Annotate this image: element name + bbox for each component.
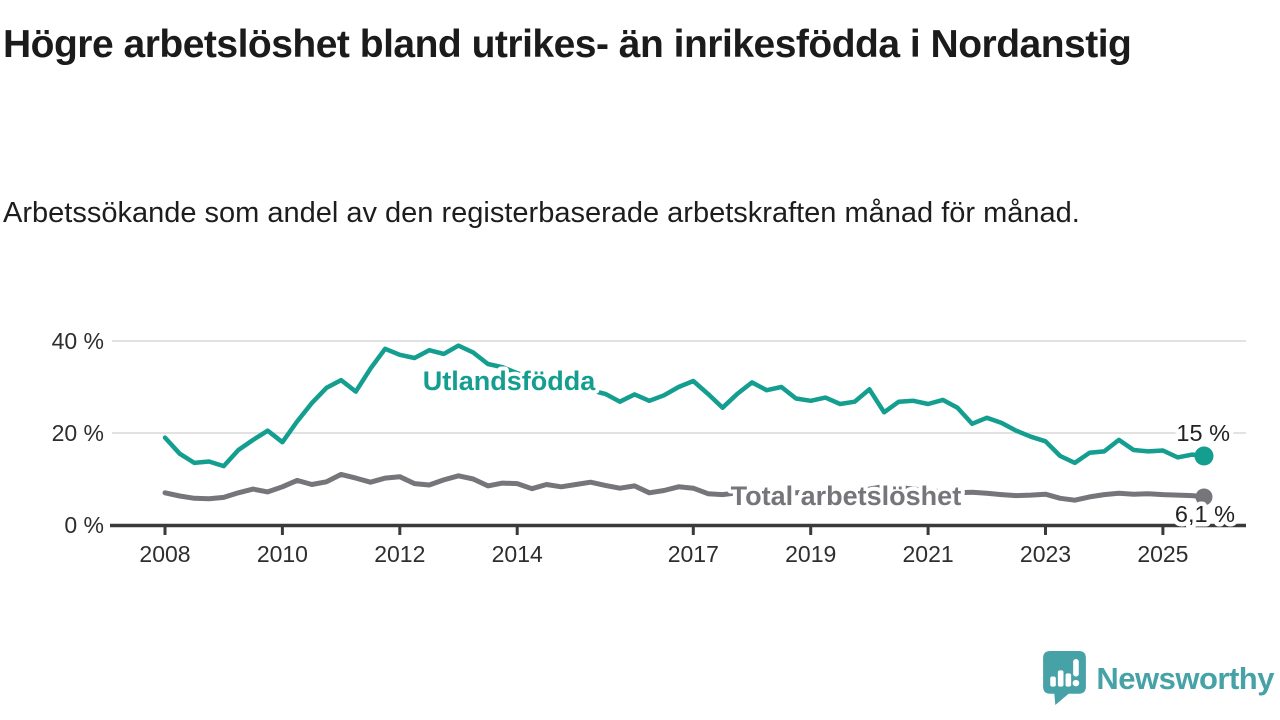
series-label-total-arbetsloshet: Total arbetslöshet — [731, 481, 962, 511]
y-tick-label: 40 % — [52, 328, 104, 354]
x-tick-label: 2023 — [1020, 541, 1071, 567]
x-tick-label: 2010 — [257, 541, 308, 567]
chart-subtitle: Arbetssökande som andel av den registerb… — [3, 197, 1080, 229]
newsworthy-icon — [1043, 651, 1087, 705]
line-utlandsfodda — [162, 343, 1207, 469]
x-tick-label: 2012 — [374, 541, 425, 567]
end-value-label: 15 % — [1176, 420, 1230, 446]
series-label-utlandsfodda: Utlandsfödda — [423, 366, 596, 396]
newsworthy-wordmark: Newsworthy — [1096, 660, 1274, 696]
unemployment-line-chart: 2008 2010 2012 2014 2017 2019 2021 2023 2025 0 % 2… — [52, 328, 1246, 567]
x-tick-label: 2025 — [1137, 541, 1188, 567]
x-tick-label: 2008 — [139, 541, 190, 567]
end-value-label: 6,1 % — [1175, 501, 1235, 527]
y-tick-label: 20 % — [52, 420, 104, 446]
x-tick-label: 2019 — [785, 541, 836, 567]
x-tick-label: 2014 — [492, 541, 543, 567]
y-tick-label: 0 % — [64, 512, 104, 538]
end-dot — [1194, 446, 1214, 466]
x-tick-label: 2021 — [903, 541, 954, 567]
chart-title: Högre arbetslöshet bland utrikes- än inr… — [3, 23, 1132, 66]
x-tick-label: 2017 — [668, 541, 719, 567]
newsworthy-logo: Newsworthy — [1042, 651, 1274, 706]
end-dot — [1195, 488, 1213, 506]
line-total-arbetsloshet — [162, 471, 1207, 503]
